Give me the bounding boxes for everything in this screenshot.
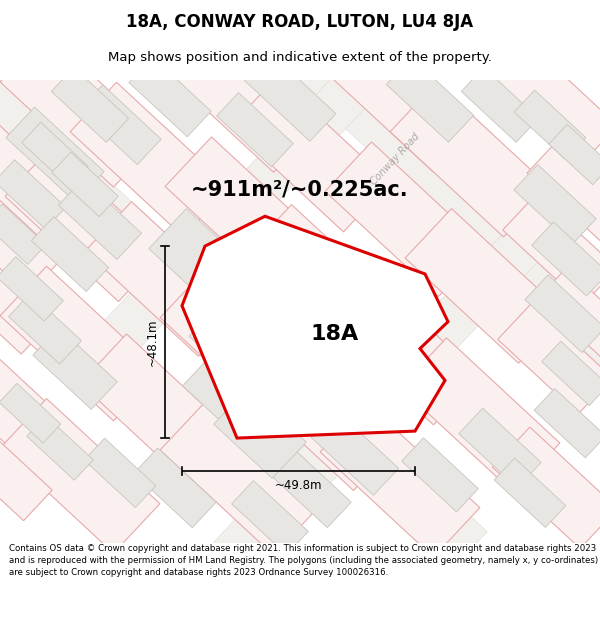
Polygon shape bbox=[85, 202, 245, 356]
Polygon shape bbox=[240, 336, 400, 491]
Polygon shape bbox=[0, 57, 487, 567]
Polygon shape bbox=[79, 85, 161, 164]
Polygon shape bbox=[461, 68, 539, 142]
Polygon shape bbox=[0, 266, 160, 421]
Polygon shape bbox=[459, 408, 541, 488]
Polygon shape bbox=[182, 357, 257, 430]
Polygon shape bbox=[214, 388, 307, 478]
Polygon shape bbox=[58, 179, 142, 259]
Polygon shape bbox=[503, 194, 600, 304]
Text: Map shows position and indicative extent of the property.: Map shows position and indicative extent… bbox=[108, 51, 492, 64]
Polygon shape bbox=[0, 257, 64, 321]
Text: Conway Road: Conway Road bbox=[184, 256, 236, 312]
Polygon shape bbox=[189, 304, 271, 384]
Polygon shape bbox=[0, 429, 52, 521]
Polygon shape bbox=[538, 268, 600, 359]
Polygon shape bbox=[494, 458, 566, 528]
Polygon shape bbox=[52, 68, 128, 142]
Polygon shape bbox=[390, 82, 550, 237]
Polygon shape bbox=[165, 137, 325, 292]
Polygon shape bbox=[5, 147, 165, 301]
Polygon shape bbox=[70, 82, 230, 237]
Polygon shape bbox=[514, 90, 586, 159]
Text: Contains OS data © Crown copyright and database right 2021. This information is : Contains OS data © Crown copyright and d… bbox=[9, 544, 598, 577]
Polygon shape bbox=[244, 52, 336, 141]
Polygon shape bbox=[0, 184, 62, 294]
Polygon shape bbox=[217, 92, 293, 167]
Polygon shape bbox=[325, 142, 485, 296]
Polygon shape bbox=[493, 44, 600, 166]
Polygon shape bbox=[498, 303, 600, 414]
Polygon shape bbox=[0, 109, 77, 239]
Polygon shape bbox=[320, 402, 480, 557]
Polygon shape bbox=[160, 401, 320, 555]
Polygon shape bbox=[320, 270, 480, 425]
Polygon shape bbox=[0, 399, 160, 553]
Polygon shape bbox=[134, 448, 216, 528]
Polygon shape bbox=[182, 216, 448, 438]
Polygon shape bbox=[8, 293, 82, 364]
Polygon shape bbox=[534, 389, 600, 458]
Polygon shape bbox=[269, 448, 351, 528]
Polygon shape bbox=[80, 334, 240, 489]
Polygon shape bbox=[0, 254, 52, 354]
Polygon shape bbox=[0, 204, 46, 264]
Polygon shape bbox=[542, 341, 600, 406]
Polygon shape bbox=[0, 32, 160, 187]
Polygon shape bbox=[525, 275, 600, 352]
Polygon shape bbox=[320, 18, 480, 173]
Polygon shape bbox=[0, 383, 61, 443]
Polygon shape bbox=[311, 411, 398, 495]
Polygon shape bbox=[129, 57, 211, 137]
Polygon shape bbox=[22, 122, 88, 187]
Polygon shape bbox=[84, 438, 156, 508]
Polygon shape bbox=[549, 124, 600, 185]
Text: ~48.1m: ~48.1m bbox=[146, 318, 159, 366]
Polygon shape bbox=[386, 58, 473, 142]
Polygon shape bbox=[33, 328, 117, 409]
Polygon shape bbox=[514, 164, 596, 244]
Polygon shape bbox=[194, 0, 600, 396]
Text: 18A: 18A bbox=[311, 324, 359, 344]
Polygon shape bbox=[0, 160, 66, 229]
Polygon shape bbox=[0, 343, 77, 473]
Polygon shape bbox=[245, 204, 405, 359]
Polygon shape bbox=[400, 338, 560, 492]
Polygon shape bbox=[62, 0, 538, 396]
Polygon shape bbox=[149, 209, 241, 299]
Polygon shape bbox=[405, 209, 565, 363]
Polygon shape bbox=[52, 152, 118, 217]
Polygon shape bbox=[401, 438, 478, 512]
Text: Conway Road: Conway Road bbox=[368, 132, 421, 188]
Polygon shape bbox=[62, 231, 538, 625]
Text: ~911m²/~0.225ac.: ~911m²/~0.225ac. bbox=[191, 179, 409, 199]
Text: ~49.8m: ~49.8m bbox=[275, 479, 322, 492]
Polygon shape bbox=[527, 138, 600, 241]
Polygon shape bbox=[230, 78, 390, 232]
Polygon shape bbox=[532, 222, 600, 296]
Text: 18A, CONWAY ROAD, LUTON, LU4 8JA: 18A, CONWAY ROAD, LUTON, LU4 8JA bbox=[127, 13, 473, 31]
Polygon shape bbox=[26, 416, 94, 480]
Polygon shape bbox=[160, 268, 320, 423]
Polygon shape bbox=[6, 107, 104, 202]
Polygon shape bbox=[160, 18, 320, 173]
Polygon shape bbox=[232, 481, 308, 555]
Polygon shape bbox=[493, 427, 600, 549]
Polygon shape bbox=[31, 217, 109, 291]
